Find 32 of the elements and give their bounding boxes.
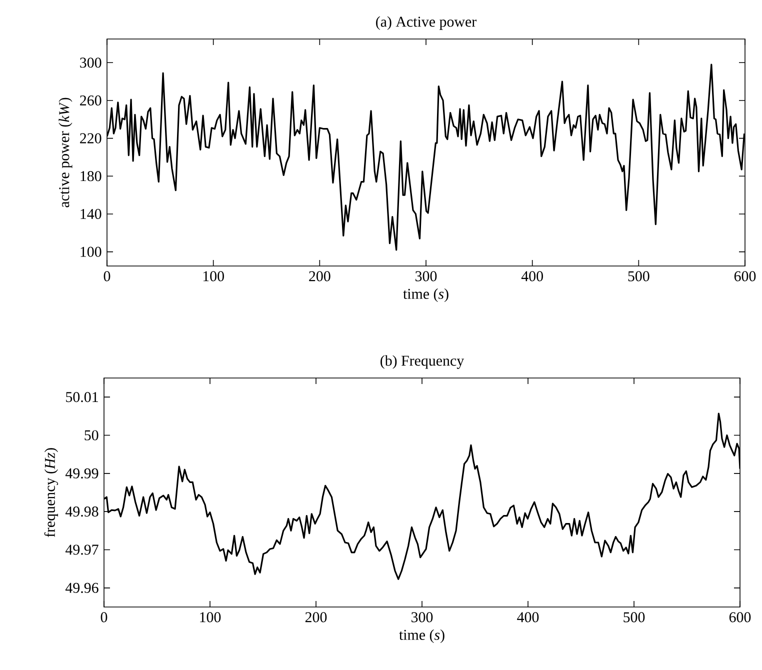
x-tick-label: 600: [729, 612, 751, 622]
x-axis-title: time (s): [399, 629, 444, 643]
x-tick-label: 100: [200, 612, 221, 622]
y-tick-label: 49.97: [65, 544, 98, 555]
y-tick-label: 300: [80, 58, 102, 68]
y-tick-label: 100: [80, 246, 102, 257]
chart-title: (b) Frequency: [380, 355, 464, 369]
x-tick-label: 0: [100, 612, 108, 622]
x-axis-title: time (s): [403, 288, 448, 302]
chart-title: (a) Active power: [376, 16, 476, 30]
x-tick-label: 300: [412, 612, 433, 622]
y-tick-label: 50: [84, 430, 98, 440]
x-tick-label: 500: [624, 612, 645, 622]
x-tick-label: 200: [309, 271, 330, 282]
x-tick-label: 400: [517, 612, 539, 622]
y-tick-label: 220: [80, 133, 102, 144]
x-tick-label: 300: [416, 271, 437, 282]
y-tick-label: 49.98: [65, 506, 98, 517]
x-tick-label: 400: [521, 271, 543, 282]
x-tick-label: 0: [104, 271, 110, 282]
y-tick-label: 49.96: [65, 582, 98, 593]
x-tick-label: 600: [734, 271, 756, 282]
y-tick-label: 260: [80, 95, 102, 106]
x-tick-label: 200: [305, 612, 327, 622]
y-tick-label: 180: [80, 171, 102, 182]
x-tick-label: 500: [628, 271, 650, 282]
y-axis-title: frequency (Hz): [44, 448, 58, 538]
x-tick-label: 100: [203, 271, 224, 282]
y-tick-label: 49.99: [65, 468, 98, 478]
y-tick-label: 50.01: [66, 392, 98, 402]
y-tick-label: 140: [80, 208, 102, 220]
y-axis-title: active power (kW): [58, 98, 72, 208]
